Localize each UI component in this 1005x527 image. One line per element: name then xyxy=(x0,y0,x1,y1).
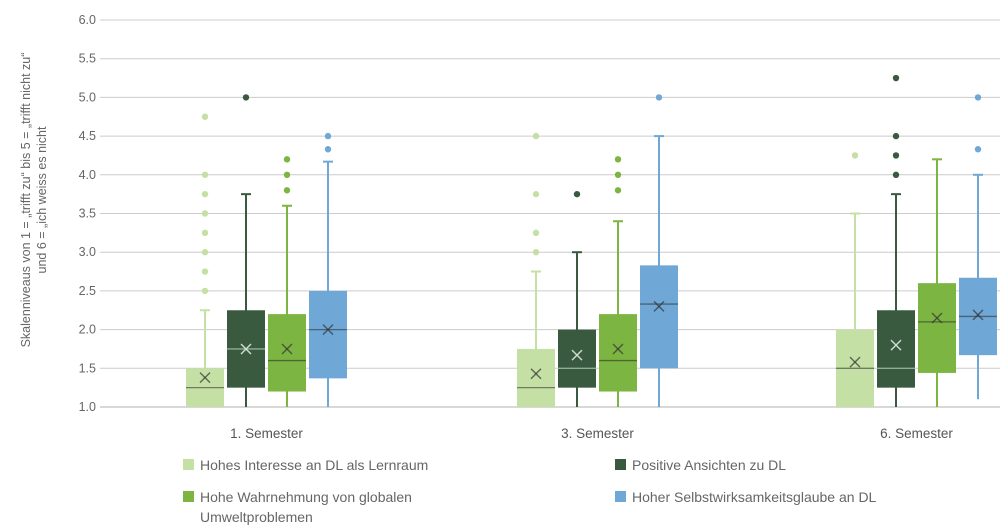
outlier-point xyxy=(242,94,250,101)
outlier-point xyxy=(892,132,900,140)
y-tick-label: 3.5 xyxy=(79,207,96,221)
outlier-point xyxy=(655,94,663,101)
y-tick-label: 3.0 xyxy=(79,245,96,259)
y-tick-label: 5.5 xyxy=(79,52,96,66)
outlier-point xyxy=(614,171,622,178)
box-2-3 xyxy=(599,156,637,407)
y-axis-label-line2: und 6 = „ich weiss es nicht xyxy=(35,126,49,273)
outlier-point xyxy=(532,132,540,140)
box-2-2 xyxy=(558,190,596,407)
box-iqr xyxy=(918,283,956,373)
x-tick-label: 6. Semester xyxy=(880,426,953,441)
mean-marker xyxy=(849,356,861,368)
box-iqr xyxy=(640,265,678,369)
box-1-3 xyxy=(268,156,306,407)
outlier-point xyxy=(201,249,209,256)
outlier-point xyxy=(974,146,982,153)
outlier-point xyxy=(532,229,540,237)
box-2-4 xyxy=(640,94,678,407)
box-3-3 xyxy=(918,158,956,407)
box-iqr xyxy=(599,314,637,392)
outlier-point xyxy=(573,190,581,198)
box-iqr xyxy=(517,348,555,407)
outlier-point xyxy=(851,152,859,159)
outlier-point xyxy=(201,171,209,178)
mean-marker xyxy=(571,349,583,361)
y-tick-label: 1.0 xyxy=(79,400,96,414)
box-1-2 xyxy=(227,94,265,407)
mean-marker xyxy=(612,343,624,355)
mean-marker xyxy=(972,309,984,321)
x-tick-label: 3. Semester xyxy=(561,426,634,441)
outlier-point xyxy=(201,210,209,217)
outlier-point xyxy=(614,156,622,163)
y-axis-label-line1: Skalenniveaus von 1 = „trifft zu“ bis 5 … xyxy=(19,53,33,348)
box-iqr xyxy=(309,290,347,379)
box-2-1 xyxy=(517,132,555,407)
box-3-4 xyxy=(959,94,997,400)
outlier-point xyxy=(201,268,209,275)
outlier-point xyxy=(892,74,900,82)
outlier-point xyxy=(283,171,291,178)
mean-marker xyxy=(322,324,334,336)
mean-marker xyxy=(199,372,211,384)
y-tick-label: 2.0 xyxy=(79,323,96,337)
plot-area xyxy=(186,74,997,407)
outlier-point xyxy=(283,187,291,194)
y-axis-ticks: 1.0 1.5 2.0 2.5 3.0 3.5 4.0 4.5 5.0 5.5 6.0 xyxy=(79,13,96,414)
mean-marker xyxy=(240,343,252,355)
y-tick-label: 6.0 xyxy=(79,13,96,27)
mean-marker xyxy=(530,368,542,380)
box-3-1 xyxy=(836,152,874,407)
box-1-1 xyxy=(186,113,224,407)
box-iqr xyxy=(268,314,306,392)
mean-marker xyxy=(890,339,902,351)
y-tick-label: 2.5 xyxy=(79,284,96,298)
outlier-point xyxy=(974,94,982,101)
mean-marker xyxy=(931,312,943,324)
x-tick-label: 1. Semester xyxy=(230,426,303,441)
mean-marker xyxy=(653,300,665,312)
outlier-point xyxy=(892,152,900,159)
outlier-point xyxy=(532,190,540,198)
box-iqr xyxy=(877,310,915,388)
box-3-2 xyxy=(877,74,915,407)
outlier-point xyxy=(892,171,900,178)
y-axis-title: Skalenniveaus von 1 = „trifft zu“ bis 5 … xyxy=(19,53,49,348)
mean-marker xyxy=(281,343,293,355)
box-iqr xyxy=(558,329,596,388)
y-tick-label: 5.0 xyxy=(79,90,96,104)
outlier-point xyxy=(201,229,209,237)
box-1-4 xyxy=(309,132,347,407)
outlier-point xyxy=(201,113,209,120)
outlier-point xyxy=(201,190,209,198)
outlier-point xyxy=(283,156,291,163)
outlier-point xyxy=(532,249,540,256)
y-tick-label: 4.5 xyxy=(79,129,96,143)
outlier-point xyxy=(201,287,209,295)
outlier-point xyxy=(324,146,332,153)
outlier-point xyxy=(614,187,622,194)
y-tick-label: 1.5 xyxy=(79,361,96,375)
x-axis-ticks: 1. Semester 3. Semester 6. Semester xyxy=(230,426,953,441)
outlier-point xyxy=(324,132,332,140)
y-tick-label: 4.0 xyxy=(79,168,96,182)
